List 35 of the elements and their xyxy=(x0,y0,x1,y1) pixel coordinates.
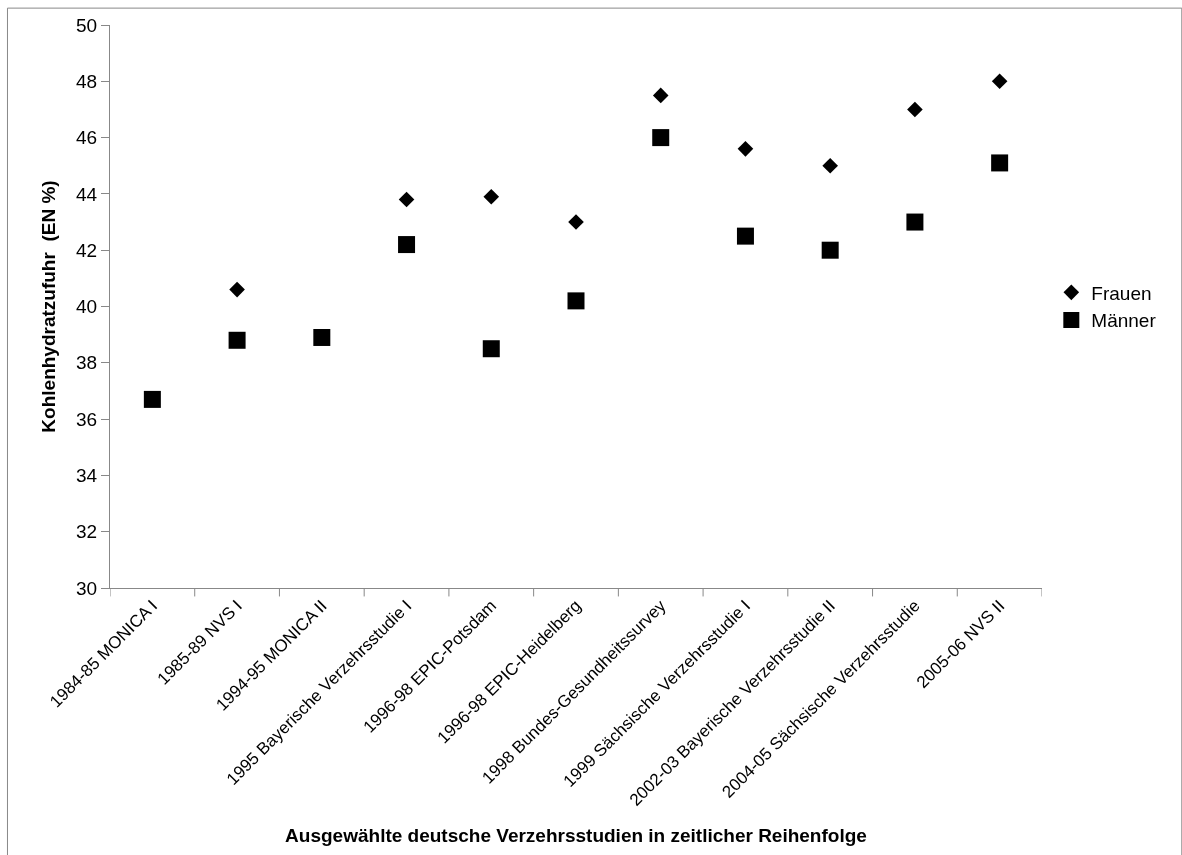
point xyxy=(229,281,245,298)
y-axis-title: Kohlenhydratzufuhr (EN %) xyxy=(37,180,59,433)
point xyxy=(313,328,331,346)
point xyxy=(821,241,839,259)
point xyxy=(991,73,1008,90)
y-tick-label: 48 xyxy=(76,70,98,92)
y-tick-label: 38 xyxy=(76,352,98,374)
point xyxy=(737,141,754,157)
point xyxy=(398,236,416,254)
point xyxy=(906,213,924,231)
point xyxy=(736,227,754,245)
legend-label: Männer xyxy=(1091,310,1157,332)
y-tick-label: 30 xyxy=(76,577,98,599)
point xyxy=(652,87,669,104)
y-tick-label: 50 xyxy=(76,14,98,36)
y-tick-label: 44 xyxy=(76,183,98,205)
point xyxy=(482,340,500,358)
point xyxy=(568,214,584,230)
y-tick-label: 46 xyxy=(76,127,98,149)
point xyxy=(228,331,246,349)
x-axis-title: Ausgewählte deutsche Verzehrsstudien in zeitlicher Reihenfolge xyxy=(285,825,867,847)
point xyxy=(567,292,585,310)
y-tick-label: 34 xyxy=(76,465,98,487)
y-tick-label: 42 xyxy=(76,239,98,261)
point xyxy=(398,191,415,208)
y-tick-label: 32 xyxy=(76,521,98,543)
y-tick-label: 36 xyxy=(76,408,98,430)
point xyxy=(652,129,670,147)
point xyxy=(991,154,1009,172)
legend-label: Frauen xyxy=(1091,282,1152,304)
point xyxy=(822,157,838,174)
y-tick-label: 40 xyxy=(76,296,98,318)
point xyxy=(483,188,500,205)
point xyxy=(143,390,161,408)
point xyxy=(907,101,923,118)
